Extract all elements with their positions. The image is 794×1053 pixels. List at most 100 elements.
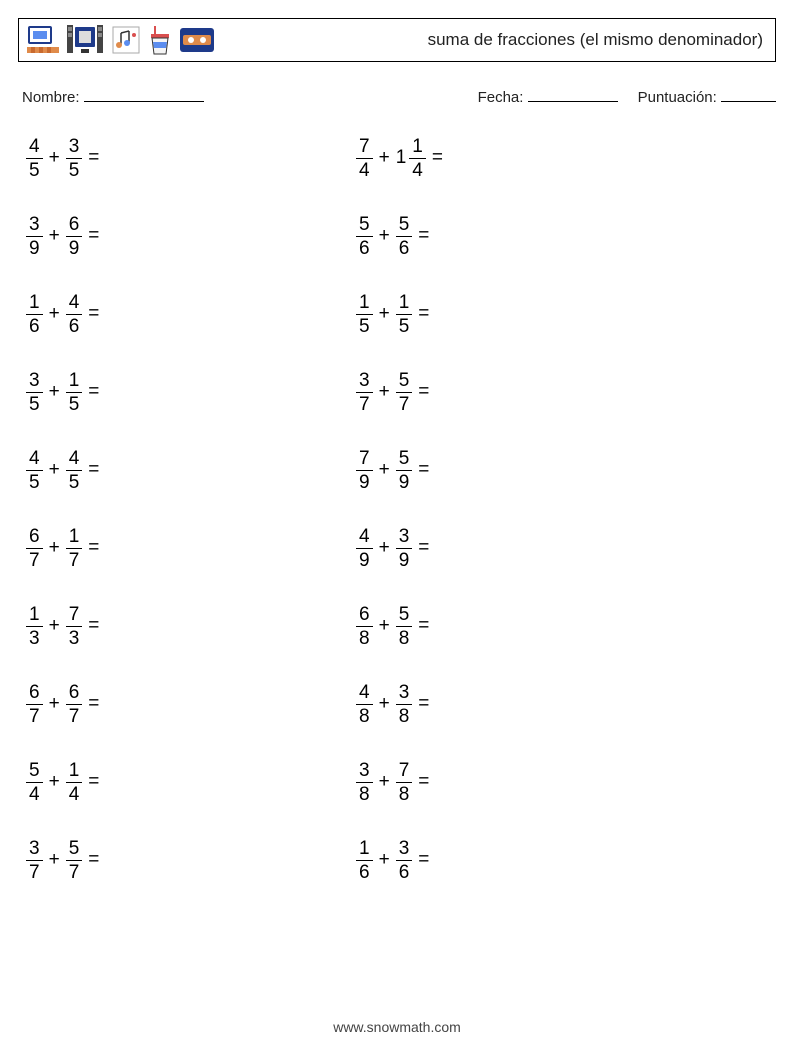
tape-icon — [179, 27, 215, 53]
equals-sign: = — [412, 225, 429, 247]
plus-sign: + — [373, 381, 396, 403]
problem-row: 16+36 = — [356, 838, 443, 882]
equals-sign: = — [82, 771, 99, 793]
problem-row: 67+17 = — [26, 526, 356, 570]
numerator: 4 — [66, 293, 83, 314]
numerator: 6 — [66, 215, 83, 236]
denominator: 9 — [26, 236, 43, 258]
problem-row: 13+73 = — [26, 604, 356, 648]
equals-sign: = — [412, 693, 429, 715]
denominator: 4 — [66, 782, 83, 804]
numerator: 4 — [356, 527, 373, 548]
problem-row: 54+14 = — [26, 760, 356, 804]
numerator: 3 — [396, 683, 413, 704]
equals-sign: = — [82, 693, 99, 715]
header-box: suma de fracciones (el mismo denominador… — [18, 18, 776, 62]
denominator: 4 — [26, 782, 43, 804]
denominator: 6 — [356, 860, 373, 882]
fraction: 57 — [66, 839, 83, 882]
screen-icon — [67, 25, 103, 55]
plus-sign: + — [373, 771, 396, 793]
numerator: 1 — [356, 293, 373, 314]
numerator: 1 — [409, 137, 426, 158]
equals-sign: = — [82, 225, 99, 247]
equals-sign: = — [412, 849, 429, 871]
numerator: 5 — [396, 449, 413, 470]
fraction: 56 — [396, 215, 413, 258]
denominator: 8 — [356, 626, 373, 648]
fraction: 57 — [396, 371, 413, 414]
denominator: 7 — [66, 860, 83, 882]
problem-row: 16+46 = — [26, 292, 356, 336]
numerator: 1 — [66, 761, 83, 782]
plus-sign: + — [43, 615, 66, 637]
date-blank[interactable] — [528, 88, 618, 102]
problem-row: 38+78 = — [356, 760, 443, 804]
fraction: 37 — [356, 371, 373, 414]
numerator: 1 — [26, 605, 43, 626]
equals-sign: = — [426, 147, 443, 169]
fraction: 46 — [66, 293, 83, 336]
fraction: 36 — [396, 839, 413, 882]
denominator: 7 — [66, 704, 83, 726]
equals-sign: = — [82, 537, 99, 559]
numerator: 3 — [26, 839, 43, 860]
denominator: 7 — [26, 860, 43, 882]
fraction: 48 — [356, 683, 373, 726]
fraction: 78 — [396, 761, 413, 804]
fraction: 35 — [66, 137, 83, 180]
numerator: 1 — [356, 839, 373, 860]
worksheet-title: suma de fracciones (el mismo denominador… — [428, 30, 767, 50]
equals-sign: = — [412, 615, 429, 637]
plus-sign: + — [373, 693, 396, 715]
numerator: 6 — [26, 683, 43, 704]
denominator: 5 — [26, 158, 43, 180]
fraction: 67 — [26, 683, 43, 726]
fraction: 16 — [356, 839, 373, 882]
denominator: 8 — [356, 782, 373, 804]
equals-sign: = — [82, 459, 99, 481]
score-blank[interactable] — [721, 88, 776, 102]
denominator: 9 — [356, 470, 373, 492]
fraction: 13 — [26, 605, 43, 648]
date-label: Fecha: — [478, 89, 524, 106]
numerator: 1 — [66, 371, 83, 392]
whole-number: 1 — [396, 147, 410, 169]
problem-row: 37+57 = — [26, 838, 356, 882]
problem-row: 35+15 = — [26, 370, 356, 414]
problem-row: 37+57 = — [356, 370, 443, 414]
numerator: 3 — [66, 137, 83, 158]
fraction: 15 — [66, 371, 83, 414]
equals-sign: = — [82, 849, 99, 871]
fraction: 39 — [26, 215, 43, 258]
denominator: 5 — [66, 392, 83, 414]
denominator: 9 — [396, 548, 413, 570]
denominator: 6 — [66, 314, 83, 336]
fraction: 16 — [26, 293, 43, 336]
denominator: 6 — [26, 314, 43, 336]
numerator: 5 — [396, 215, 413, 236]
fraction: 67 — [66, 683, 83, 726]
footer-link[interactable]: www.snowmath.com — [0, 1019, 794, 1035]
equals-sign: = — [412, 771, 429, 793]
plus-sign: + — [373, 537, 396, 559]
score-label: Puntuación: — [638, 89, 717, 106]
denominator: 7 — [396, 392, 413, 414]
fraction: 74 — [356, 137, 373, 180]
plus-sign: + — [43, 225, 66, 247]
equals-sign: = — [82, 303, 99, 325]
denominator: 8 — [396, 704, 413, 726]
numerator: 4 — [26, 449, 43, 470]
numerator: 3 — [396, 839, 413, 860]
denominator: 5 — [356, 314, 373, 336]
name-blank[interactable] — [84, 88, 204, 102]
equals-sign: = — [412, 537, 429, 559]
plus-sign: + — [43, 537, 66, 559]
plus-sign: + — [373, 303, 396, 325]
numerator: 3 — [356, 761, 373, 782]
numerator: 4 — [356, 683, 373, 704]
denominator: 4 — [356, 158, 373, 180]
numerator: 5 — [396, 371, 413, 392]
equals-sign: = — [82, 147, 99, 169]
plus-sign: + — [373, 147, 396, 169]
